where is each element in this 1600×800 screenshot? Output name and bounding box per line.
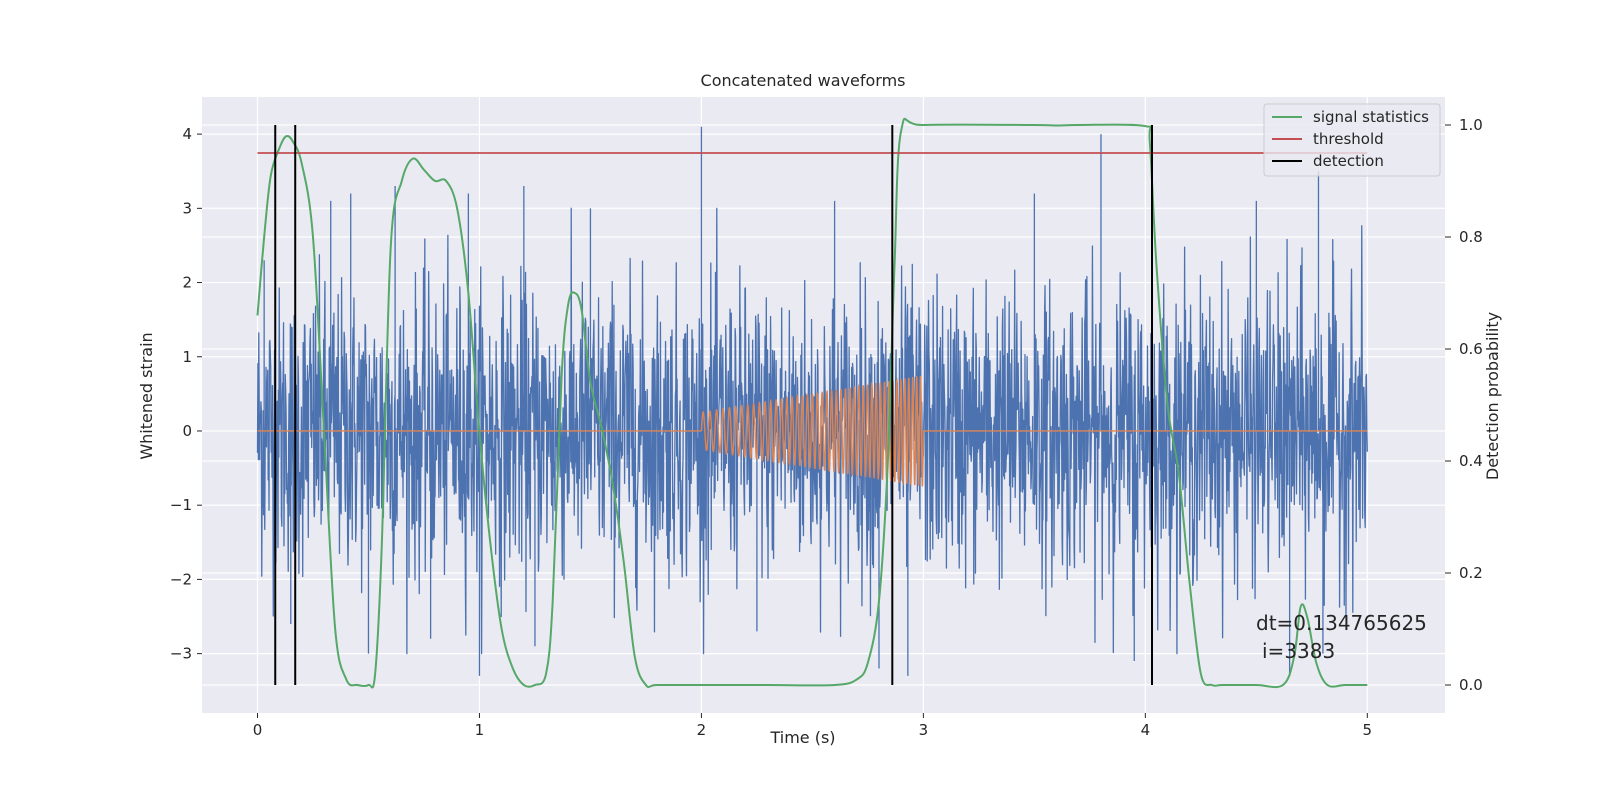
strain-line	[256, 126, 1368, 676]
x-tick-label-4: 4	[1141, 721, 1151, 739]
x-tick-label-5: 5	[1363, 721, 1373, 739]
legend-label-detection: detection	[1313, 152, 1384, 170]
x-tick-label-3: 3	[919, 721, 929, 739]
y-axis-label: Whitened strain	[137, 332, 156, 459]
strain-series	[256, 126, 1368, 676]
y-tick-label-0: −3	[170, 645, 192, 663]
annotation-dt: dt=0.134765625	[1256, 611, 1427, 635]
x-axis-ticks: 0 1 2 3 4 5	[253, 713, 1372, 739]
y2-tick-label-5: 1.0	[1459, 116, 1483, 134]
y2-tick-label-2: 0.4	[1459, 452, 1483, 470]
x-axis-label: Time (s)	[769, 728, 835, 747]
annotation-index: i=3383	[1262, 639, 1335, 663]
signal-statistics-series	[256, 117, 1368, 689]
y2-tick-label-3: 0.6	[1459, 340, 1483, 358]
y-tick-label-7: 4	[182, 125, 192, 143]
y-tick-label-3: 0	[182, 422, 192, 440]
y2-tick-label-4: 0.8	[1459, 228, 1483, 246]
detection-lines	[274, 125, 1154, 685]
y-tick-label-6: 3	[182, 199, 192, 217]
y2-axis-label: Detection probability	[1483, 312, 1502, 480]
plot-content	[256, 117, 1368, 689]
legend-box	[1263, 103, 1441, 177]
y2-axis-ticks: 0.0 0.2 0.4 0.6 0.8 1.0	[1445, 116, 1483, 694]
y-tick-label-2: −1	[170, 496, 192, 514]
legend: signal statistics threshold detection	[1263, 103, 1441, 177]
x-tick-label-0: 0	[253, 721, 263, 739]
x-tick-label-1: 1	[475, 721, 485, 739]
legend-label-threshold: threshold	[1313, 130, 1384, 148]
y-tick-label-5: 2	[182, 274, 192, 292]
y-axis-ticks: −3 −2 −1 0 1 2 3 4	[170, 125, 202, 663]
y2-tick-label-1: 0.2	[1459, 564, 1483, 582]
legend-label-signal-statistics: signal statistics	[1313, 108, 1429, 126]
chart-title: Concatenated waveforms	[701, 71, 906, 90]
y2-tick-label-0: 0.0	[1459, 676, 1483, 694]
y-tick-label-1: −2	[170, 570, 192, 588]
x-tick-label-2: 2	[697, 721, 707, 739]
annotation: dt=0.134765625 i=3383	[1256, 611, 1427, 663]
signal-statistics-line	[256, 117, 1368, 689]
y-tick-label-4: 1	[182, 348, 192, 366]
